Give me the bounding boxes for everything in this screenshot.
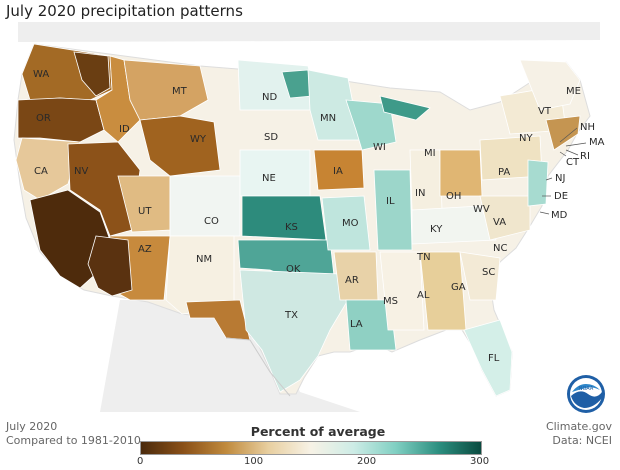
leader-lines (539, 127, 587, 215)
state-label: MI (424, 148, 436, 159)
state-label: AR (345, 275, 359, 286)
state-label: SC (482, 267, 495, 278)
state-label: NY (519, 133, 533, 144)
state-label: RI (580, 151, 590, 162)
credit-data: Data: NCEI (552, 434, 612, 447)
state-label: GA (451, 282, 466, 293)
state-label: IN (415, 188, 425, 199)
state-label: OR (36, 113, 51, 124)
noaa-logo: NOAA (567, 375, 605, 413)
state-label: CA (34, 166, 48, 177)
state-label: FL (488, 353, 500, 364)
legend-tick: 200 (357, 456, 377, 467)
state-label: ID (119, 124, 130, 135)
state-label: KS (285, 222, 298, 233)
state-label: MA (589, 137, 605, 148)
state-label: WI (373, 142, 386, 153)
map-title: July 2020 precipitation patterns (6, 2, 243, 20)
state-label: NH (580, 122, 595, 133)
state-labels: WA OR ID MT WY CA NV UT CO AZ NM ND SD N… (33, 69, 605, 364)
state-label: MN (320, 113, 336, 124)
state-label: PA (498, 167, 510, 178)
canada-land (18, 22, 600, 42)
precipitation-map: WA OR ID MT WY CA NV UT CO AZ NM ND SD N… (13, 22, 605, 412)
noaa-logo-text: NOAA (579, 386, 594, 392)
state-label: MS (383, 296, 398, 307)
state-label: AL (417, 290, 430, 301)
state-label: DE (554, 191, 568, 202)
state-label: TN (416, 252, 431, 263)
baseline-label: Compared to 1981-2010 (6, 434, 141, 447)
state-label: CT (566, 157, 580, 168)
state-label: NM (196, 254, 212, 265)
state-label: OK (286, 264, 301, 275)
legend-colorbar (140, 441, 482, 455)
credit-site: Climate.gov (545, 420, 612, 433)
state-label: NJ (555, 173, 565, 184)
state-label: CO (204, 216, 219, 227)
state-label: AZ (138, 244, 152, 255)
legend-tick: 0 (137, 456, 144, 467)
state-label: MO (342, 218, 359, 229)
state-label: LA (350, 319, 363, 330)
state-label: TX (284, 310, 298, 321)
state-label: UT (138, 206, 152, 217)
legend-tick: 100 (244, 456, 264, 467)
state-label: OH (446, 191, 461, 202)
state-label: VA (493, 217, 506, 228)
state-label: WA (33, 69, 49, 80)
state-label: IA (333, 166, 343, 177)
state-label: KY (430, 224, 443, 235)
state-label: VT (538, 106, 552, 117)
state-label: ME (566, 86, 581, 97)
state-label: WV (473, 204, 490, 215)
border-line (225, 337, 291, 397)
precip-regions (15, 43, 581, 397)
state-label: ND (262, 92, 277, 103)
legend-tick: 300 (470, 456, 490, 467)
state-label: WY (190, 134, 207, 145)
state-label: MD (551, 210, 568, 221)
state-label: MT (172, 86, 188, 97)
state-label: NE (262, 173, 276, 184)
state-label: SD (264, 132, 278, 143)
period-label: July 2020 (6, 420, 58, 433)
state-label: NV (74, 166, 88, 177)
state-label: NC (493, 243, 507, 254)
state-label: IL (386, 196, 395, 207)
